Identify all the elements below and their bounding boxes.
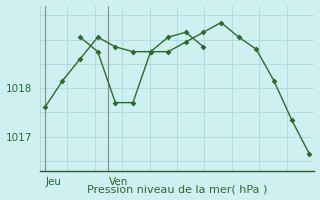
X-axis label: Pression niveau de la mer( hPa ): Pression niveau de la mer( hPa ) [87,184,267,194]
Text: Jeu: Jeu [46,177,62,187]
Text: Ven: Ven [109,177,129,187]
